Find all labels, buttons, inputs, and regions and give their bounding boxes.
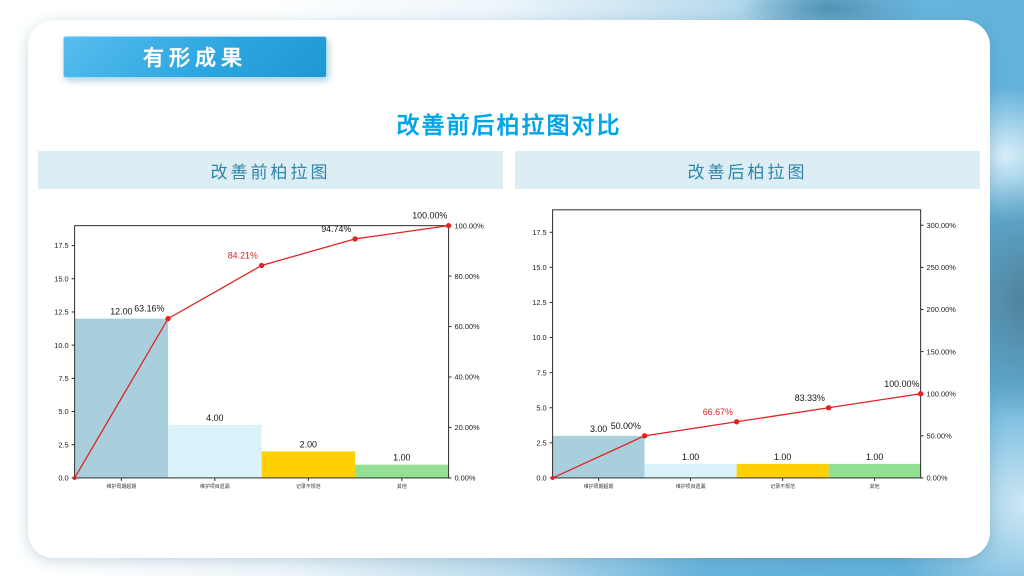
chart-before-container: 0.0 2.5 5.0 7.5 10.0 12.5 15.0 17.5 0.00% 20.00% 4… bbox=[38, 194, 503, 497]
right-tick-label: 300.00% bbox=[927, 221, 957, 230]
left-tick-label: 17.5 bbox=[532, 228, 546, 237]
left-tick-label: 0.0 bbox=[58, 474, 68, 483]
cumulative-point bbox=[445, 222, 452, 229]
left-tick-label: 10.0 bbox=[54, 341, 68, 350]
bar-value-label: 3.00 bbox=[590, 424, 607, 434]
bar-value-label: 4.00 bbox=[206, 413, 223, 423]
x-category-label: 维护周期超期 bbox=[107, 483, 137, 490]
bar-3 bbox=[828, 463, 921, 478]
bar-value-label: 1.00 bbox=[393, 453, 410, 463]
plot-border bbox=[74, 225, 450, 479]
x-category-label: 其他 bbox=[397, 483, 407, 490]
panel-after-header: 改善后柏拉图 bbox=[515, 151, 980, 189]
x-category-label: 维护项目遗漏 bbox=[200, 483, 230, 490]
bar-1 bbox=[168, 424, 262, 478]
panel-before-header: 改善前柏拉图 bbox=[38, 151, 503, 189]
left-tick-label: 5.0 bbox=[536, 403, 546, 412]
left-tick-label: 0.0 bbox=[536, 474, 546, 483]
right-tick-label: 60.00% bbox=[455, 322, 481, 331]
cumulative-pct-label: 50.00% bbox=[611, 421, 641, 431]
cumulative-point bbox=[733, 419, 740, 425]
panel-after: 改善后柏拉图 0.0 2.5 5.0 7.5 10.0 12.5 15.0 17.5 0.00%… bbox=[515, 151, 980, 497]
left-tick-label: 15.0 bbox=[532, 263, 546, 272]
right-tick-label: 0.00% bbox=[455, 474, 476, 483]
cumulative-pct-label: 83.33% bbox=[795, 393, 825, 403]
panel-before-title: 改善前柏拉图 bbox=[210, 162, 331, 182]
bar-value-label: 1.00 bbox=[866, 452, 883, 462]
right-tick-label: 80.00% bbox=[455, 272, 481, 281]
x-category-label: 维护项目遗漏 bbox=[676, 483, 706, 490]
x-category-label: 维护周期超期 bbox=[584, 483, 614, 490]
bar-value-label: 2.00 bbox=[300, 439, 317, 449]
cumulative-point bbox=[917, 391, 924, 397]
panel-after-title: 改善后柏拉图 bbox=[687, 162, 808, 182]
x-category-label: 记录不规范 bbox=[296, 483, 321, 490]
right-tick-label: 0.00% bbox=[927, 474, 948, 483]
section-badge: 有形成果 bbox=[63, 36, 327, 78]
left-tick-label: 15.0 bbox=[54, 274, 68, 283]
cumulative-point bbox=[641, 433, 648, 439]
content-card: 有形成果 改善前后柏拉图对比 改善前柏拉图 0.0 2.5 5.0 7.5 10.0 12… bbox=[28, 20, 990, 558]
left-tick-label: 10.0 bbox=[532, 333, 546, 342]
left-tick-label: 5.0 bbox=[58, 407, 68, 416]
right-tick-label: 100.00% bbox=[455, 221, 485, 230]
cumulative-point bbox=[825, 405, 832, 411]
cumulative-pct-label: 94.74% bbox=[321, 224, 351, 234]
left-tick-label: 7.5 bbox=[536, 368, 546, 377]
left-tick-label: 2.5 bbox=[536, 439, 546, 448]
cumulative-point bbox=[550, 475, 555, 481]
left-tick-label: 2.5 bbox=[58, 440, 68, 449]
right-tick-label: 250.00% bbox=[927, 263, 957, 272]
x-category-label: 其他 bbox=[870, 483, 880, 490]
right-tick-label: 200.00% bbox=[927, 305, 957, 314]
bar-value-label: 1.00 bbox=[682, 452, 699, 462]
cumulative-pct-label: 84.21% bbox=[228, 251, 258, 261]
right-tick-label: 50.00% bbox=[927, 431, 953, 440]
x-category-label: 记录不规范 bbox=[770, 483, 795, 490]
left-tick-label: 12.5 bbox=[532, 298, 546, 307]
cumulative-point bbox=[72, 475, 77, 481]
pareto-chart-after: 0.0 2.5 5.0 7.5 10.0 12.5 15.0 17.5 0.00% 50.00% 1… bbox=[532, 209, 957, 490]
panel-before: 改善前柏拉图 0.0 2.5 5.0 7.5 10.0 12.5 15.0 17.5 0.00%… bbox=[38, 151, 503, 497]
cumulative-pct-label: 66.67% bbox=[703, 407, 733, 417]
left-tick-label: 17.5 bbox=[54, 241, 68, 250]
bar-2 bbox=[736, 463, 829, 478]
cumulative-pct-label: 100.00% bbox=[412, 211, 447, 221]
cumulative-pct-label: 63.16% bbox=[134, 304, 164, 314]
right-tick-label: 40.00% bbox=[455, 373, 481, 382]
page-title: 改善前后柏拉图对比 bbox=[396, 112, 622, 138]
left-tick-label: 12.5 bbox=[54, 308, 68, 317]
left-tick-label: 7.5 bbox=[58, 374, 68, 383]
section-badge-label: 有形成果 bbox=[143, 47, 247, 70]
bar-3 bbox=[355, 464, 449, 478]
bar-value-label: 12.00 bbox=[110, 307, 132, 317]
cumulative-point bbox=[258, 262, 265, 269]
chart-after-container: 0.0 2.5 5.0 7.5 10.0 12.5 15.0 17.5 0.00% 50.00% 1… bbox=[515, 194, 980, 497]
bar-2 bbox=[261, 451, 356, 478]
cumulative-point bbox=[352, 236, 358, 242]
right-tick-label: 20.00% bbox=[455, 423, 481, 432]
cumulative-point bbox=[165, 315, 171, 322]
chart-panels: 改善前柏拉图 0.0 2.5 5.0 7.5 10.0 12.5 15.0 17.5 0.00%… bbox=[38, 151, 980, 497]
bar-value-label: 1.00 bbox=[774, 452, 791, 462]
right-tick-label: 150.00% bbox=[927, 347, 957, 356]
cumulative-pct-label: 100.00% bbox=[884, 379, 919, 389]
bar-1 bbox=[644, 463, 737, 478]
plot-border bbox=[552, 209, 922, 479]
right-tick-label: 100.00% bbox=[927, 389, 957, 398]
pareto-chart-before: 0.0 2.5 5.0 7.5 10.0 12.5 15.0 17.5 0.00% 20.00% 4… bbox=[54, 211, 485, 490]
